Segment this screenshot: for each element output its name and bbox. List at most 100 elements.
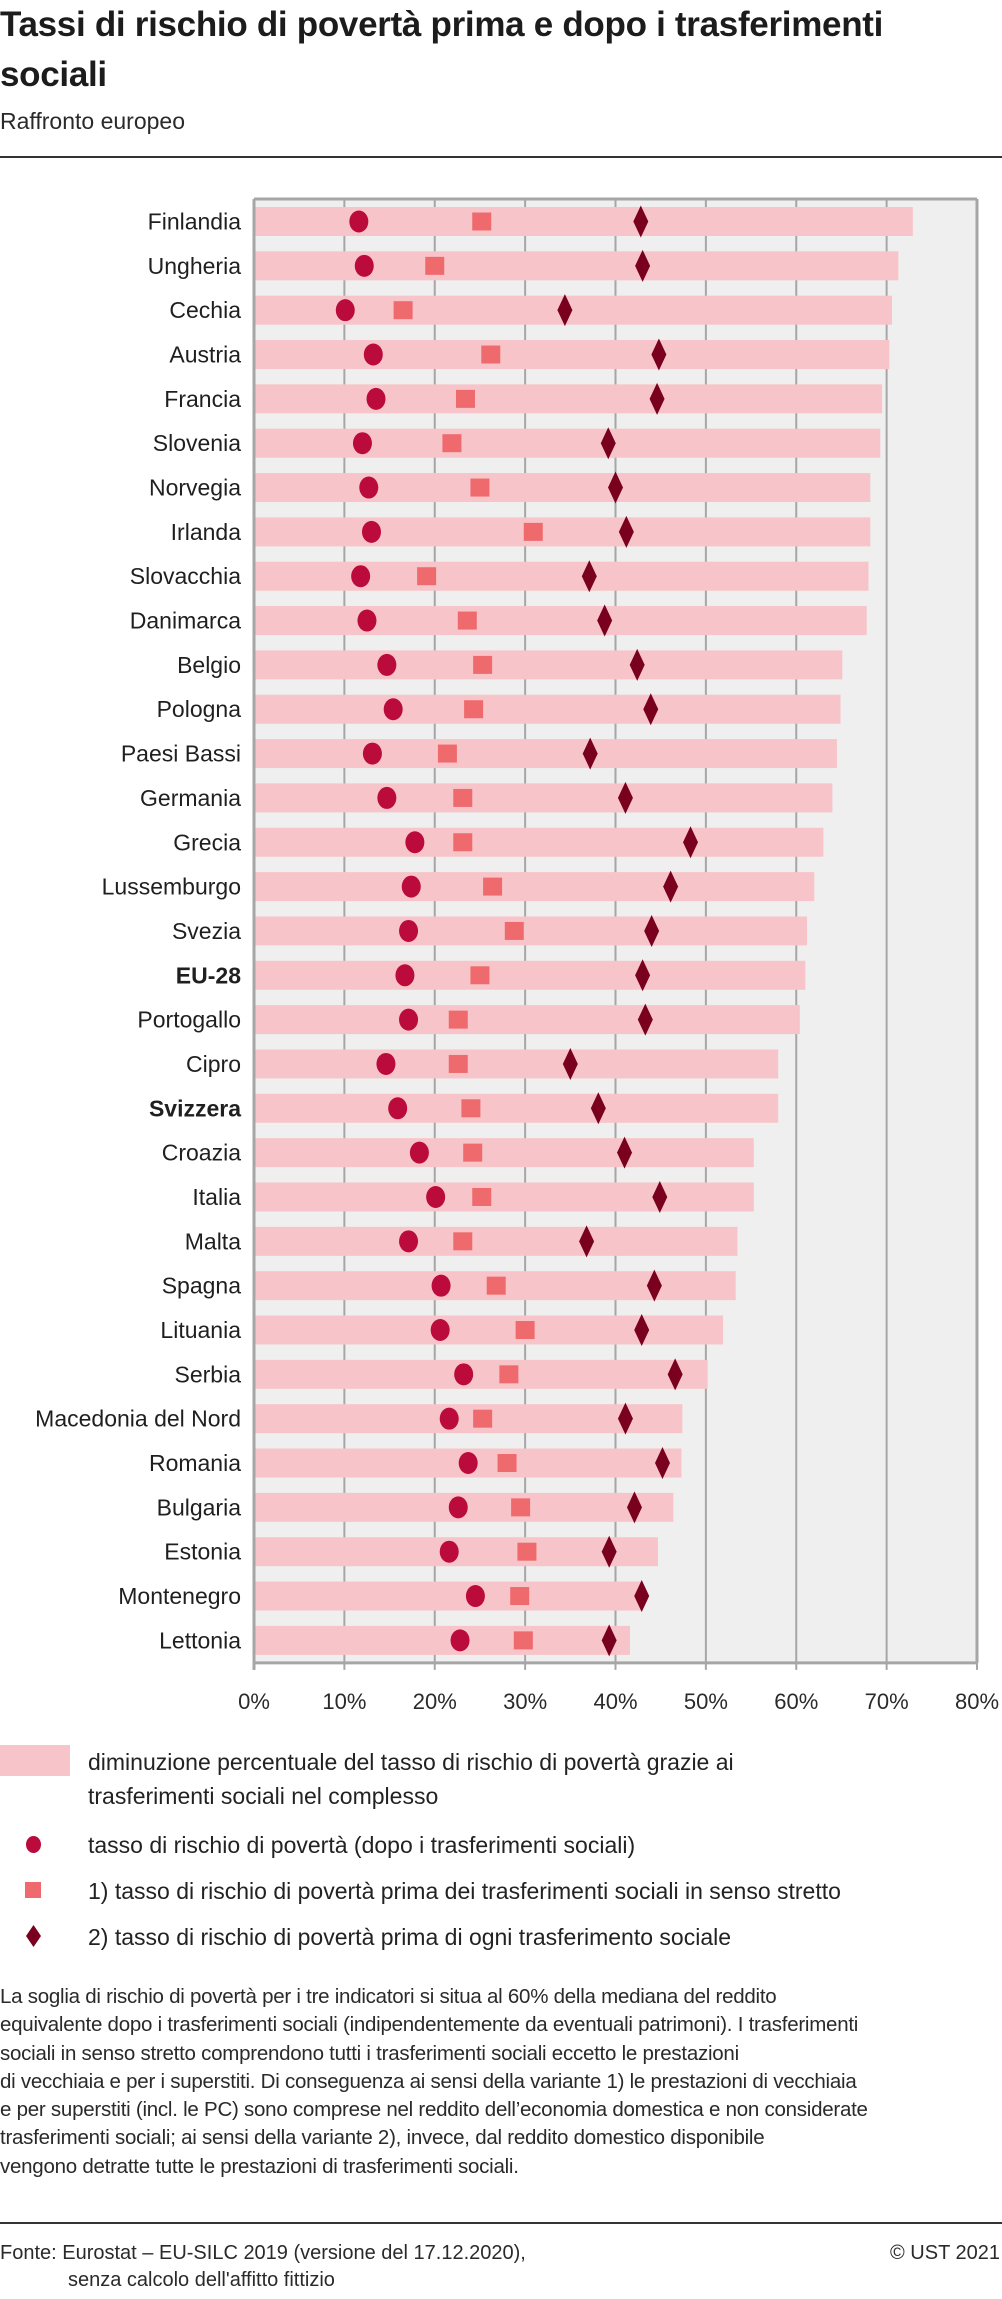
category-label: Lettonia: [159, 1627, 241, 1653]
circle-marker: [359, 476, 379, 499]
bar: [255, 960, 806, 990]
square-marker: [455, 389, 475, 408]
square-marker: [448, 1054, 468, 1073]
circle-marker: [405, 831, 425, 854]
bar: [255, 1005, 800, 1035]
x-tick-label: 30%: [503, 1689, 547, 1714]
diamond-marker: [579, 1225, 595, 1258]
category-label: Croazia: [162, 1140, 241, 1166]
source-note: Fonte: Eurostat – EU-SILC 2019 (versione…: [0, 2240, 526, 2294]
category-label: Romania: [149, 1450, 241, 1476]
diamond-marker: [635, 959, 651, 992]
x-tick-label: 20%: [413, 1689, 457, 1714]
category-label: Spagna: [162, 1273, 242, 1299]
diamond-marker: [617, 781, 633, 814]
bar: [255, 251, 899, 281]
square-marker: [499, 1365, 519, 1384]
square-marker: [463, 1143, 483, 1162]
x-tick-label: 70%: [865, 1689, 909, 1714]
legend-label-square: 1) tasso di rischio di povertà prima dei…: [88, 1878, 841, 1904]
legend-label-circle: tasso di rischio di povertà (dopo i tras…: [88, 1832, 636, 1858]
diamond-marker: [617, 1402, 633, 1435]
circle-marker: [439, 1540, 459, 1563]
diamond-marker: [629, 648, 645, 681]
circle-marker: [361, 520, 381, 543]
bar: [255, 1359, 708, 1389]
category-label: Finlandia: [148, 209, 242, 235]
diamond-marker: [683, 826, 699, 859]
bar: [255, 428, 881, 458]
square-marker: [425, 256, 445, 275]
diamond-marker: [617, 1136, 633, 1169]
square-marker: [461, 1099, 481, 1118]
category-label: Ungheria: [148, 253, 242, 279]
source-line-1: Fonte: Eurostat – EU-SILC 2019 (versione…: [0, 2242, 526, 2264]
bar: [255, 384, 883, 414]
square-marker: [473, 655, 493, 674]
square-marker: [442, 434, 462, 453]
diamond-marker: [581, 560, 597, 593]
category-label: Bulgaria: [157, 1494, 242, 1520]
chart-title: Tassi di rischio di povertà prima e dopo…: [0, 5, 884, 94]
square-marker: [515, 1321, 535, 1339]
bar: [255, 1625, 630, 1655]
chart-subtitle: Raffronto europeo: [0, 108, 185, 134]
circle-marker-icon: [26, 1836, 41, 1853]
bar: [255, 650, 843, 680]
square-marker: [510, 1587, 530, 1606]
square-marker: [437, 744, 457, 763]
circle-marker: [357, 609, 377, 632]
bar: [255, 1404, 683, 1434]
category-label: Malta: [185, 1228, 241, 1254]
bar: [255, 783, 833, 813]
square-marker: [523, 522, 543, 541]
square-marker: [472, 1187, 492, 1206]
square-marker: [417, 567, 437, 586]
bar: [255, 916, 808, 946]
square-marker: [504, 921, 524, 940]
circle-marker: [409, 1141, 429, 1164]
diamond-marker: [601, 1624, 617, 1657]
category-label: Italia: [192, 1184, 241, 1210]
diamond-marker: [618, 515, 634, 548]
x-tick-label: 10%: [322, 1689, 366, 1714]
category-label: Grecia: [173, 829, 241, 855]
circle-marker: [465, 1585, 485, 1608]
category-label: Germania: [140, 785, 241, 811]
category-label: Svezia: [172, 918, 241, 944]
bar: [255, 1226, 738, 1256]
diamond-marker: [608, 471, 623, 504]
square-marker: [470, 478, 490, 497]
diamond-marker: [634, 1580, 650, 1613]
diamond-marker: [663, 870, 679, 903]
x-tick-label: 0%: [238, 1689, 270, 1714]
bar: [255, 561, 869, 591]
category-label: Cechia: [169, 297, 241, 323]
category-label: Portogallo: [137, 1007, 241, 1033]
diamond-marker: [652, 1180, 668, 1213]
bar: [255, 739, 837, 769]
circle-marker: [351, 565, 371, 588]
square-marker: [470, 966, 490, 985]
diamond-marker: [634, 1314, 650, 1346]
circle-marker: [377, 653, 397, 676]
circle-marker: [395, 964, 415, 987]
category-label: Lituania: [160, 1317, 241, 1343]
x-tick-label: 80%: [955, 1689, 999, 1714]
legend-label-bar-line1: diminuzione percentuale del tasso di ris…: [88, 1749, 734, 1775]
category-label: Montenegro: [118, 1583, 241, 1609]
x-tick-label: 40%: [593, 1689, 637, 1714]
category-label: Slovenia: [153, 430, 241, 456]
category-label: Belgio: [177, 652, 241, 678]
square-marker: [511, 1498, 531, 1517]
square-marker: [481, 345, 501, 364]
diamond-marker: [590, 1092, 606, 1125]
category-label: Macedonia del Nord: [35, 1406, 241, 1432]
square-marker: [513, 1631, 533, 1650]
circle-marker: [430, 1319, 450, 1341]
bar: [255, 1581, 642, 1611]
circle-marker: [454, 1363, 474, 1386]
category-labels: Finlandia Ungheria Cechia Austria Francia Slo…: [35, 209, 241, 1654]
bar: [255, 340, 890, 370]
bar: [255, 517, 871, 547]
